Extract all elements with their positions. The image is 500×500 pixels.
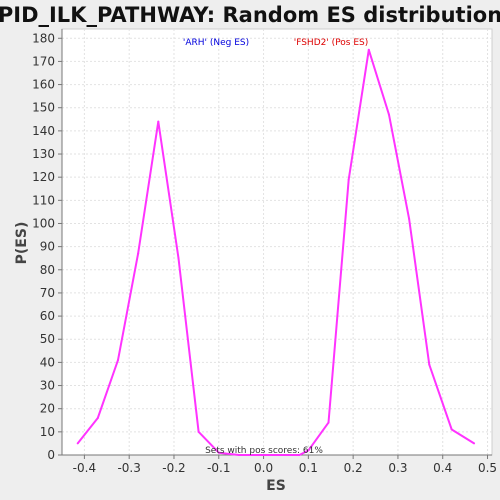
- pos-scores-footer: Sets with pos scores: 61%: [205, 446, 323, 456]
- series-layer: [76, 48, 476, 456]
- y-tick-label: 50: [40, 332, 55, 346]
- y-tick-label: 150: [32, 101, 55, 115]
- x-tick-label: -0.4: [73, 461, 96, 475]
- data-point: [258, 454, 261, 456]
- grid-lines: [62, 29, 492, 456]
- data-point: [298, 454, 301, 456]
- data-point: [96, 416, 99, 419]
- x-tick-label: 0.4: [433, 461, 452, 475]
- x-tick-label: 0.2: [344, 461, 363, 475]
- data-point: [157, 120, 160, 123]
- x-tick-label: 0.3: [388, 461, 407, 475]
- x-tick-label: -0.1: [207, 461, 230, 475]
- x-axis-title: ES: [266, 478, 286, 494]
- data-point: [307, 449, 310, 452]
- data-point: [387, 113, 390, 116]
- data-point: [137, 252, 140, 255]
- y-tick-label: 30: [40, 379, 55, 393]
- y-tick-label: 90: [40, 240, 55, 254]
- y-tick-label: 170: [32, 54, 55, 68]
- y-tick-label: 110: [32, 193, 55, 207]
- y-tick-label: 0: [47, 448, 55, 462]
- data-point: [197, 430, 200, 433]
- y-tick-label: 130: [32, 147, 55, 161]
- y-tick-label: 40: [40, 355, 55, 369]
- plot-area: [61, 28, 493, 456]
- data-point: [347, 178, 350, 181]
- y-axis-title: P(ES): [14, 222, 30, 265]
- neg-es-annotation: 'ARH' (Neg ES): [183, 38, 249, 48]
- x-tick-label: -0.2: [162, 461, 185, 475]
- x-tick-label: 0.5: [478, 461, 497, 475]
- y-tick-label: 20: [40, 402, 55, 416]
- tick-labels: 0 10 20 30 40 50 60 70 80 90 100 110 120 130 140 150 160…: [32, 31, 497, 475]
- chart-title: PID_ILK_PATHWAY: Random ES distribution: [0, 3, 500, 27]
- data-point: [428, 363, 431, 366]
- x-tick-label: 0.1: [299, 461, 318, 475]
- data-point: [177, 257, 180, 260]
- y-tick-label: 70: [40, 286, 55, 300]
- data-point: [473, 442, 476, 445]
- data-point: [367, 48, 370, 51]
- pos-es-annotation: 'FSHD2' (Pos ES): [294, 38, 369, 48]
- x-tick-label: -0.3: [117, 461, 140, 475]
- y-tick-label: 180: [32, 31, 55, 45]
- data-point: [450, 428, 453, 431]
- data-point: [237, 454, 240, 456]
- y-tick-label: 120: [32, 170, 55, 184]
- data-point: [217, 451, 220, 454]
- y-tick-label: 160: [32, 78, 55, 92]
- y-tick-label: 100: [32, 216, 55, 230]
- data-point: [116, 359, 119, 362]
- data-point: [76, 442, 79, 445]
- y-tick-label: 60: [40, 309, 55, 323]
- data-point: [278, 454, 281, 456]
- x-tick-label: 0.0: [254, 461, 273, 475]
- data-point: [408, 217, 411, 220]
- y-tick-label: 10: [40, 425, 55, 439]
- y-tick-label: 140: [32, 124, 55, 138]
- y-tick-label: 80: [40, 263, 55, 277]
- data-point: [327, 421, 330, 424]
